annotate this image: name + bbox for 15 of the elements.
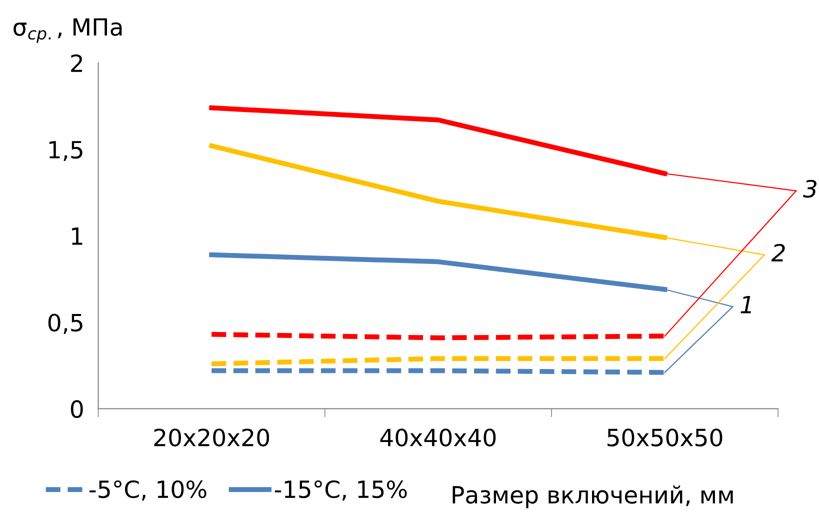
x-tick-label: 20x20x20 [154, 428, 270, 446]
y-axis-title: σ$_{ср.}$, МПа [14, 18, 122, 43]
legend-label: -5°C, 10% [89, 480, 206, 501]
y-tick-label: 0,5 [48, 314, 82, 334]
annotation: 3 [803, 180, 816, 198]
legend-label: -15°C, 15% [274, 480, 407, 501]
x-tick-label: 50x50x50 [608, 428, 722, 446]
y-tick-label: 0 [70, 400, 83, 418]
x-tick-label: 40x40x40 [380, 428, 496, 446]
y-tick-label: 1 [72, 228, 82, 245]
annotation: 1 [740, 296, 751, 314]
y-tick-label: 2 [71, 54, 82, 72]
annotation: 2 [771, 244, 785, 262]
x-axis-title: Размер включений, мм [452, 486, 733, 508]
y-tick-label: 1,5 [49, 141, 82, 162]
